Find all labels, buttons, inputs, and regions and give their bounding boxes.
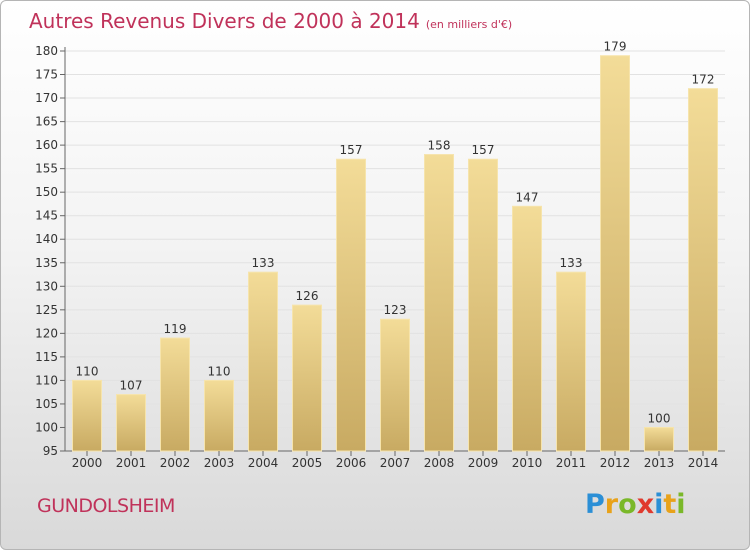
x-tick-label: 2003 (204, 456, 235, 470)
y-tick-label: 175 (35, 68, 58, 82)
x-tick-label: 2005 (292, 456, 323, 470)
bar (644, 426, 674, 452)
x-tick-label: 2008 (424, 456, 455, 470)
bar (72, 379, 102, 452)
chart-title: Autres Revenus Divers de 2000 à 2014 (en … (29, 9, 512, 33)
x-tick-label: 2010 (512, 456, 543, 470)
y-tick-label: 140 (35, 232, 58, 246)
x-tick-label: 2013 (644, 456, 675, 470)
bar-value-label: 107 (120, 379, 143, 393)
bar (160, 337, 190, 452)
logo-letter: P (585, 489, 605, 520)
bar (600, 55, 630, 452)
bar-value-label: 172 (692, 73, 715, 87)
x-tick-label: 2006 (336, 456, 367, 470)
bar (116, 394, 146, 452)
bar (468, 158, 498, 452)
bar-value-label: 110 (76, 364, 99, 378)
chart-title-text: Autres Revenus Divers de 2000 à 2014 (29, 9, 420, 33)
logo-letter: i (654, 489, 664, 520)
logo-letter: i (676, 489, 686, 520)
x-tick-label: 2001 (116, 456, 147, 470)
bar-value-label: 123 (384, 303, 407, 317)
bar-value-label: 119 (164, 322, 187, 336)
bar-value-label: 133 (560, 256, 583, 270)
bar (512, 205, 542, 452)
y-tick-label: 145 (35, 209, 58, 223)
y-tick-label: 125 (35, 303, 58, 317)
bar-value-label: 157 (472, 143, 495, 157)
y-tick-label: 135 (35, 256, 58, 270)
logo-letter: r (604, 489, 619, 520)
y-tick-label: 180 (35, 44, 58, 58)
bar (380, 318, 410, 452)
bar (248, 271, 278, 452)
x-tick-label: 2004 (248, 456, 279, 470)
logo-letter: t (663, 489, 677, 520)
y-tick-label: 100 (35, 420, 58, 434)
y-tick-label: 120 (35, 326, 58, 340)
y-tick-label: 130 (35, 279, 58, 293)
x-tick-label: 2014 (688, 456, 719, 470)
bar-value-label: 179 (604, 40, 627, 54)
proxiti-logo: Proxiti (585, 489, 686, 520)
bar (292, 304, 322, 452)
bar-value-label: 147 (516, 190, 539, 204)
x-tick-label: 2002 (160, 456, 191, 470)
x-tick-label: 2011 (556, 456, 587, 470)
bar (688, 88, 718, 452)
y-tick-label: 105 (35, 397, 58, 411)
bar (424, 154, 454, 452)
bar-value-label: 126 (296, 289, 319, 303)
bar (336, 158, 366, 452)
x-tick-label: 2000 (72, 456, 103, 470)
bar-value-label: 157 (340, 143, 363, 157)
y-tick-label: 115 (35, 350, 58, 364)
bar-value-label: 133 (252, 256, 275, 270)
y-tick-label: 170 (35, 91, 58, 105)
x-tick-label: 2012 (600, 456, 631, 470)
bar-value-label: 100 (648, 411, 671, 425)
x-tick-label: 2007 (380, 456, 411, 470)
bar-value-label: 158 (428, 139, 451, 153)
logo-letter: x (636, 489, 655, 520)
bar (556, 271, 586, 452)
commune-name: GUNDOLSHEIM (37, 495, 175, 517)
x-tick-label: 2009 (468, 456, 499, 470)
y-tick-label: 155 (35, 162, 58, 176)
y-tick-label: 150 (35, 185, 58, 199)
y-tick-label: 160 (35, 138, 58, 152)
chart-unit-note: (en milliers d'€) (425, 18, 513, 31)
bar (204, 379, 234, 452)
y-tick-label: 110 (35, 373, 58, 387)
y-tick-label: 95 (43, 444, 58, 458)
y-tick-label: 165 (35, 115, 58, 129)
bar-value-label: 110 (208, 364, 231, 378)
logo-letter: o (618, 489, 637, 520)
